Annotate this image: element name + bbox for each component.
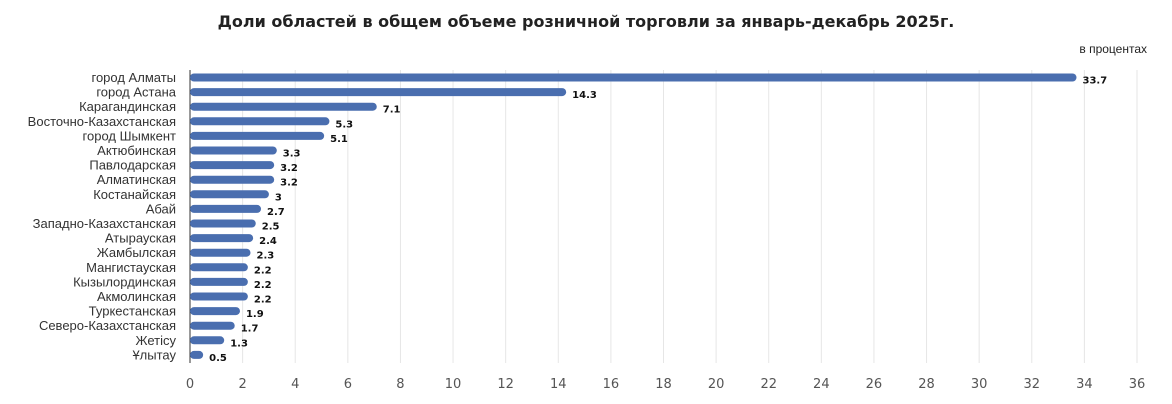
bar-8 bbox=[190, 190, 269, 199]
category-label-2: Карагандинская bbox=[79, 99, 176, 114]
category-label-17: Северо-Казахстанская bbox=[39, 318, 176, 333]
bar-0 bbox=[190, 73, 1077, 82]
x-tick-label-16: 32 bbox=[1024, 377, 1041, 392]
category-label-0: город Алматы bbox=[92, 70, 177, 85]
value-label-12: 2.3 bbox=[257, 251, 275, 262]
bar-4 bbox=[190, 131, 325, 140]
category-label-1: город Астана bbox=[96, 85, 176, 100]
category-label-16: Туркестанская bbox=[89, 304, 176, 319]
value-label-13: 2.2 bbox=[254, 265, 272, 276]
unit-label: в процентах bbox=[1079, 42, 1147, 56]
bar-19 bbox=[190, 350, 204, 359]
x-tick-label-2: 4 bbox=[291, 377, 299, 392]
x-tick-label-3: 6 bbox=[344, 377, 352, 392]
x-tick-label-9: 18 bbox=[655, 377, 672, 392]
value-label-10: 2.5 bbox=[262, 222, 280, 233]
x-tick-label-11: 22 bbox=[760, 377, 777, 392]
value-label-11: 2.4 bbox=[259, 236, 277, 247]
bar-14 bbox=[190, 277, 248, 286]
category-label-19: Ұлытау bbox=[132, 347, 176, 362]
category-label-8: Костанайская bbox=[93, 187, 176, 202]
bar-16 bbox=[190, 307, 240, 316]
bar-15 bbox=[190, 292, 248, 301]
bar-2 bbox=[190, 102, 377, 111]
value-label-0: 33.7 bbox=[1082, 76, 1107, 87]
category-label-11: Атырауская bbox=[105, 231, 176, 246]
value-label-2: 7.1 bbox=[383, 105, 401, 116]
bar-7 bbox=[190, 175, 275, 184]
value-label-16: 1.9 bbox=[246, 309, 264, 320]
x-tick-label-1: 2 bbox=[238, 377, 246, 392]
value-label-4: 5.1 bbox=[330, 134, 348, 145]
value-label-3: 5.3 bbox=[335, 119, 353, 130]
bar-12 bbox=[190, 248, 251, 257]
category-label-13: Мангистауская bbox=[86, 260, 176, 275]
bar-13 bbox=[190, 263, 248, 272]
value-label-1: 14.3 bbox=[572, 90, 597, 101]
bar-6 bbox=[190, 161, 275, 170]
bar-10 bbox=[190, 219, 256, 228]
value-label-6: 3.2 bbox=[280, 163, 298, 174]
x-tick-label-8: 16 bbox=[603, 377, 620, 392]
x-tick-label-0: 0 bbox=[186, 377, 194, 392]
value-label-14: 2.2 bbox=[254, 280, 272, 291]
value-label-19: 0.5 bbox=[209, 353, 227, 364]
x-tick-label-13: 26 bbox=[866, 377, 883, 392]
category-label-14: Кызылординская bbox=[73, 274, 176, 289]
category-label-10: Западно-Казахстанская bbox=[33, 216, 176, 231]
bar-1 bbox=[190, 88, 567, 97]
bar-17 bbox=[190, 321, 235, 330]
chart-title: Доли областей в общем объеме розничной т… bbox=[217, 12, 955, 31]
value-label-5: 3.3 bbox=[283, 149, 301, 160]
value-label-7: 3.2 bbox=[280, 178, 298, 189]
category-label-7: Алматинская bbox=[97, 172, 176, 187]
value-label-9: 2.7 bbox=[267, 207, 285, 218]
grid-lines bbox=[189, 70, 1138, 363]
category-label-4: город Шымкент bbox=[83, 128, 176, 143]
x-tick-label-6: 12 bbox=[497, 377, 514, 392]
bar-9 bbox=[190, 204, 262, 213]
x-tick-label-10: 20 bbox=[708, 377, 725, 392]
value-label-15: 2.2 bbox=[254, 295, 272, 306]
category-label-9: Абай bbox=[146, 201, 176, 216]
bar-3 bbox=[190, 117, 330, 126]
bar-11 bbox=[190, 234, 254, 243]
x-tick-label-17: 34 bbox=[1076, 377, 1093, 392]
x-tick-label-4: 8 bbox=[396, 377, 404, 392]
x-tick-label-18: 36 bbox=[1129, 377, 1146, 392]
category-label-18: Жетiсу bbox=[136, 333, 177, 348]
value-label-17: 1.7 bbox=[241, 324, 259, 335]
bars bbox=[190, 73, 1077, 359]
x-tick-label-15: 30 bbox=[971, 377, 988, 392]
category-label-3: Восточно-Казахстанская bbox=[28, 114, 176, 129]
value-label-18: 1.3 bbox=[230, 338, 248, 349]
category-label-12: Жамбылская bbox=[97, 245, 176, 260]
bar-5 bbox=[190, 146, 277, 155]
category-label-15: Акмолинская bbox=[97, 289, 176, 304]
value-label-8: 3 bbox=[275, 192, 282, 203]
bar-18 bbox=[190, 336, 225, 345]
category-label-6: Павлодарская bbox=[89, 158, 176, 173]
x-tick-label-5: 10 bbox=[445, 377, 462, 392]
x-tick-label-7: 14 bbox=[550, 377, 567, 392]
category-label-5: Актюбинская bbox=[97, 143, 176, 158]
x-tick-label-14: 28 bbox=[918, 377, 935, 392]
x-tick-label-12: 24 bbox=[813, 377, 830, 392]
